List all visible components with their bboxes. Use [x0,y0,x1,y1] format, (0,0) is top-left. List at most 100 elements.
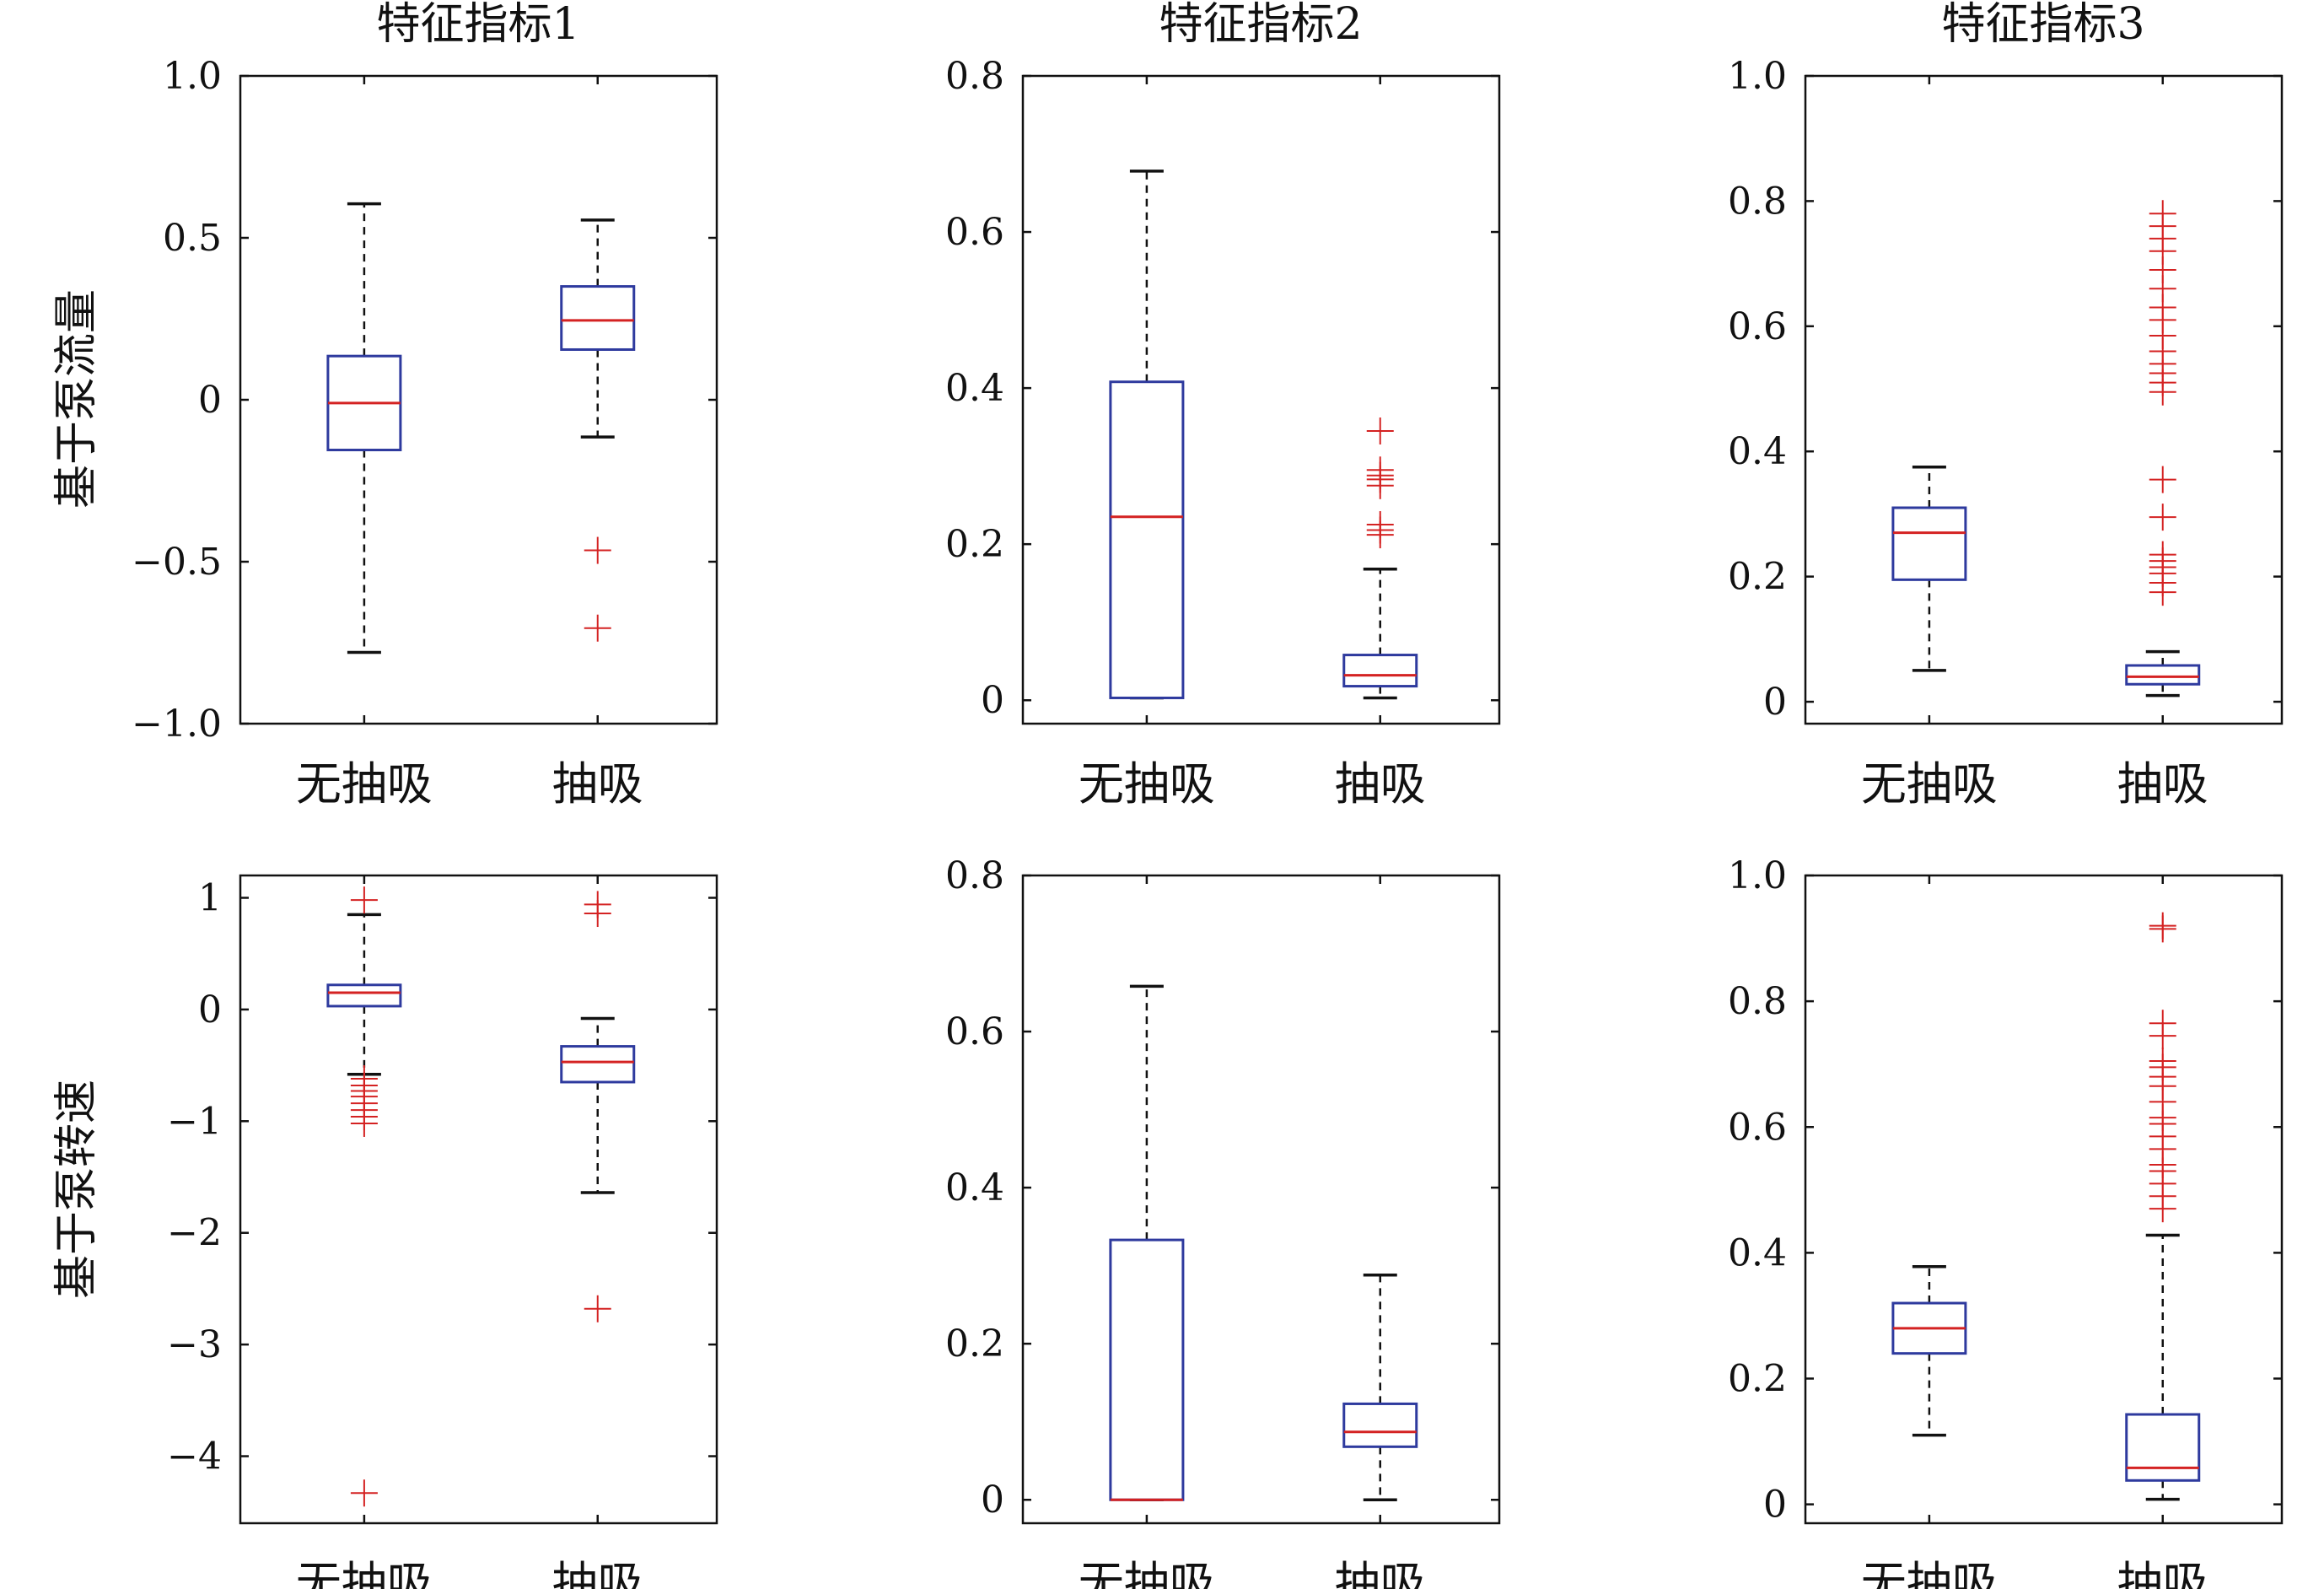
outlier-marker [584,614,611,642]
panel-2-2: 0 0.2 0.4 0.6 0.8 无抽吸 抽吸 [945,854,1501,1589]
box-no-suction [1109,170,1185,700]
box-no-suction [1891,1265,1967,1437]
outlier-marker [2149,915,2176,943]
box-no-suction [326,886,402,1507]
iqr-box [560,1045,636,1084]
iqr-box [1109,380,1185,699]
category-label: 无抽吸 [1861,757,1998,811]
iqr-box [1342,654,1418,688]
outlier-marker [584,1295,611,1322]
panel-2-1: −4 −3 −2 −1 0 1 无抽吸 抽吸 [167,874,718,1589]
plot-frame [239,74,718,725]
outlier-marker [1366,471,1394,499]
y-tick-label: −0.5 [132,541,222,584]
iqr-box [1342,1402,1418,1448]
iqr-box [1109,1238,1185,1501]
iqr-box [1891,506,1967,581]
y-tick-label: −1 [167,1100,222,1143]
y-tick-label: 0.2 [945,523,1004,566]
y-tick-label: 0.2 [1728,556,1787,599]
box-suction [2125,200,2201,698]
y-tick-label: 0.8 [945,55,1004,98]
outlier-marker [2149,378,2176,406]
box-suction [560,891,636,1322]
panel-2-3: 0 0.2 0.4 0.6 0.8 1.0 无抽吸 抽吸 [1728,854,2284,1589]
y-tick-label: 0.2 [1728,1358,1787,1401]
outlier-marker [2149,579,2176,606]
column-title-1: 特征指标1 [376,0,579,50]
y-tick-label: 0.6 [945,1010,1004,1053]
y-tick-label: 0.8 [945,854,1004,897]
y-tick-label: −4 [167,1435,222,1479]
category-label: 无抽吸 [1079,1557,1215,1589]
y-tick-label: 0.4 [945,367,1004,410]
outlier-marker [350,886,378,914]
category-label: 抽吸 [2117,757,2208,811]
iqr-box [560,285,636,351]
y-tick-label: 0 [198,379,222,422]
y-tick-label: −3 [167,1323,222,1366]
outlier-marker [350,1109,378,1137]
box-suction [2125,912,2201,1501]
y-tick-label: 0 [981,679,1004,722]
iqr-box [2125,1413,2201,1482]
y-tick-label: 0 [1763,681,1787,724]
column-title-3: 特征指标3 [1941,0,2144,50]
y-tick-label: 0.4 [1728,430,1787,473]
plot-frame [1804,74,2284,725]
y-tick-label: 0 [198,988,222,1032]
box-suction [560,218,636,642]
category-label: 抽吸 [552,757,643,811]
y-tick-label: 0 [981,1479,1004,1522]
row-label-2: 基于泵转速 [51,1080,102,1299]
panel-1-2: 0 0.2 0.4 0.6 0.8 无抽吸 抽吸 [945,55,1501,811]
y-tick-label: 0.5 [163,217,222,260]
row-label-1: 基于泵流量 [51,289,102,509]
y-tick-label: 0.8 [1728,980,1787,1023]
category-label: 无抽吸 [296,1557,433,1589]
y-tick-label: 0.2 [945,1322,1004,1365]
plot-frame [1021,74,1501,725]
category-label: 抽吸 [1335,1557,1426,1589]
panel-1-3: 0 0.2 0.4 0.6 0.8 1.0 无抽吸 抽吸 [1728,55,2284,811]
category-label: 无抽吸 [1861,1557,1998,1589]
y-tick-label: 0 [1763,1484,1787,1527]
category-label: 无抽吸 [1079,757,1215,811]
box-suction [1342,417,1418,700]
outlier-marker [2149,1195,2176,1223]
outlier-marker [2149,466,2176,493]
plot-frame [239,874,718,1525]
outlier-marker [1366,417,1394,445]
box-no-suction [1109,984,1185,1501]
y-tick-label: 0.4 [945,1166,1004,1209]
y-tick-label: 1.0 [1728,854,1787,897]
outlier-marker [2149,504,2176,531]
category-label: 抽吸 [1335,757,1426,811]
outlier-marker [584,536,611,564]
y-tick-label: 0.8 [1728,180,1787,223]
iqr-box [2125,664,2201,686]
outlier-marker [584,900,611,928]
column-title-2: 特征指标2 [1159,0,1362,50]
panel-1-1: −1.0 −0.5 0 0.5 1.0 无抽吸 抽吸 [132,55,718,811]
y-tick-label: 0.6 [945,211,1004,254]
category-label: 抽吸 [552,1557,643,1589]
box-no-suction [326,202,402,654]
y-tick-label: 0.6 [1728,305,1787,348]
titles-layer: 特征指标1 特征指标2 特征指标3 基于泵流量 基于泵转速 [51,0,2145,1299]
y-tick-label: 1 [198,876,222,919]
outlier-marker [1366,521,1394,549]
plot-frame [1804,874,2284,1525]
plot-frame [1021,874,1501,1525]
iqr-box [326,983,402,1008]
category-label: 抽吸 [2117,1557,2208,1589]
y-tick-label: 1.0 [1728,55,1787,98]
y-tick-label: 1.0 [163,55,222,98]
y-tick-label: 0.6 [1728,1106,1787,1149]
category-label: 无抽吸 [296,757,433,811]
outlier-marker [350,1479,378,1507]
outlier-marker [2149,1022,2176,1050]
box-no-suction [1891,466,1967,672]
